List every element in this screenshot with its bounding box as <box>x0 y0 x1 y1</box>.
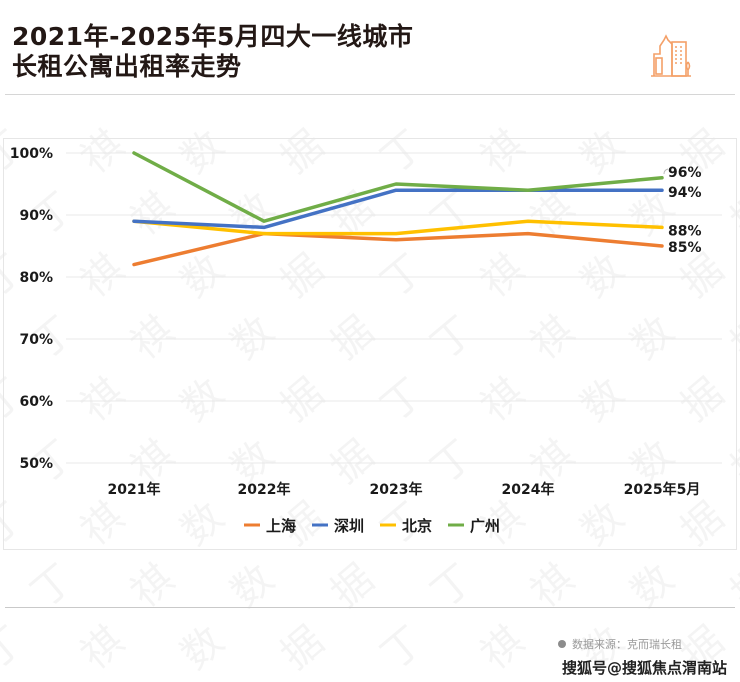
city-buildings-icon <box>651 34 691 77</box>
x-tick-label: 2022年 <box>238 481 291 498</box>
footer-divider <box>5 607 735 608</box>
y-tick-label: 90% <box>19 208 53 224</box>
header-divider <box>5 94 735 95</box>
y-tick-label: 100% <box>10 146 53 162</box>
watermark-glyph: 丁 <box>0 610 34 680</box>
data-source: 数据来源：克而瑞长租 <box>558 636 682 652</box>
watermark-glyph: 据 <box>266 610 334 680</box>
y-tick-label: 80% <box>19 270 53 286</box>
chart-frame <box>3 138 737 550</box>
series-line-深圳 <box>132 188 664 230</box>
legend-label: 上海 <box>266 517 296 535</box>
x-tick-label: 2024年 <box>502 481 555 498</box>
data-source-text: 数据来源：克而瑞长租 <box>572 638 682 651</box>
legend-label: 北京 <box>402 517 432 535</box>
watermark-glyph: 祺 <box>66 610 134 680</box>
y-tick-label: 60% <box>19 394 53 410</box>
data-label: 94% <box>668 185 702 201</box>
bullet-icon <box>558 640 566 648</box>
series-line-北京 <box>132 219 664 236</box>
line-chart: 50% 60% 70% 80% 90% 100% 2021年 2022年 2023年 2024年… <box>10 146 722 535</box>
x-tick-label: 2023年 <box>370 481 423 498</box>
x-tick-label: 2021年 <box>108 481 161 498</box>
watermark-glyph: 丁 <box>366 610 434 680</box>
sohu-credit: 搜狐号@搜狐焦点渭南站 <box>562 659 728 677</box>
legend-label: 广州 <box>470 517 500 535</box>
x-tick-label: 2025年5月 <box>624 481 701 498</box>
data-label: 96% <box>668 165 702 181</box>
data-label: 85% <box>668 240 702 256</box>
legend-label: 深圳 <box>334 517 364 535</box>
watermark-glyph: 数 <box>166 610 234 680</box>
y-tick-label: 70% <box>19 332 53 348</box>
series-line-广州 <box>132 151 664 223</box>
label-leader-line <box>663 168 669 175</box>
chart-title-line-2: 长租公寓出租率走势 <box>12 52 242 81</box>
y-tick-label: 50% <box>19 456 53 472</box>
watermark-glyph: 祺 <box>466 610 534 680</box>
chart-title-line-1: 2021年-2025年5月四大一线城市 <box>12 22 414 51</box>
series-line-上海 <box>132 231 664 267</box>
title-block: 2021年-2025年5月四大一线城市 长租公寓出租率走势 <box>12 22 413 82</box>
data-label: 88% <box>668 223 702 239</box>
